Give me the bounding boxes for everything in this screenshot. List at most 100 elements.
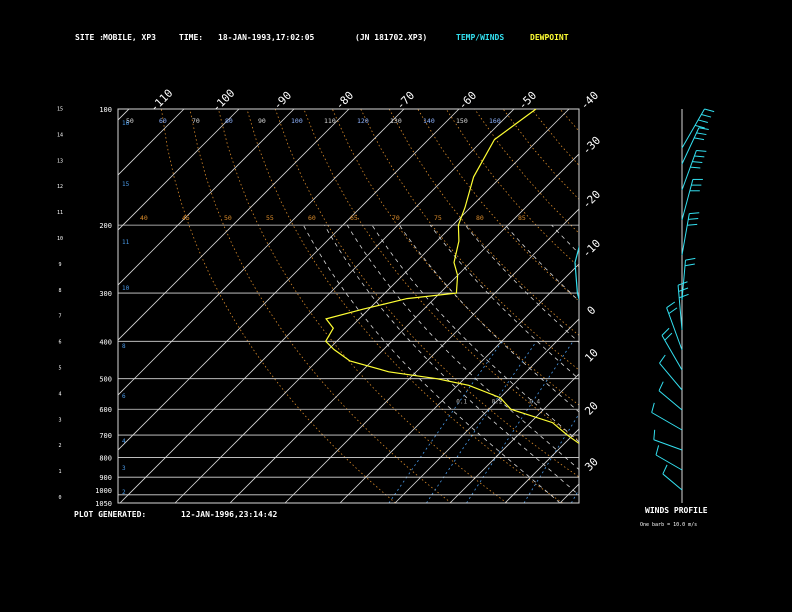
dry-adiabat-label-top: 60 [159, 117, 167, 125]
dry-adiabat-line [559, 109, 579, 132]
height-km-tick-label: 7 [58, 314, 61, 320]
height-km-tick-label: 15 [57, 107, 63, 113]
wind-barb-staff [651, 412, 683, 431]
time-value: 18-JAN-1993,17:02:05 [218, 33, 315, 42]
dry-adiabat-line [445, 109, 579, 268]
dry-adiabat-label-top: 160 [489, 117, 501, 125]
isotherm-label-top: -40 [578, 89, 601, 112]
dry-adiabat-line [189, 109, 452, 503]
wind-barb-flag [698, 119, 708, 124]
height-label-left: 15 [122, 181, 130, 188]
height-km-tick-label: 13 [57, 158, 63, 164]
dry-adiabat-line [502, 109, 579, 201]
dry-adiabat-line [331, 109, 579, 406]
dry-adiabat-label-top: 100 [291, 117, 303, 125]
legend-temp-winds: TEMP/WINDS [456, 33, 505, 42]
moist-adiabat-line [371, 224, 579, 443]
time-label: TIME: [179, 33, 204, 42]
wind-barb-staff [659, 362, 683, 391]
dry-adiabat-line [218, 109, 508, 503]
mixing-ratio-label: 0.1 [456, 399, 467, 406]
pressure-tick-label: 900 [99, 474, 112, 482]
mixing-ratio-lines [388, 341, 729, 503]
barb-note: One barb = 10.0 m/s [640, 522, 698, 528]
file-name: (JN 181702.XP3) [355, 33, 428, 42]
dewpoint-curve [324, 109, 579, 445]
dry-adiabat-label-mid: 70 [392, 214, 400, 222]
isotherm-line [174, 109, 570, 503]
isotherm-line [284, 208, 579, 503]
isotherm-line [559, 483, 579, 503]
moist-adiabat-line [464, 224, 579, 343]
pressure-tick-label: 300 [99, 290, 112, 298]
wind-barb-flag [684, 263, 695, 267]
dry-adiabat-line [645, 109, 792, 503]
dry-adiabat-line [161, 109, 396, 503]
wind-barb-staff [658, 390, 683, 411]
sounding-curves [324, 109, 579, 445]
pressure-tick-label: 100 [99, 106, 112, 114]
mixing-ratio-line [426, 341, 537, 503]
wind-barb-staff [661, 335, 683, 371]
dry-adiabat-label-mid: 60 [308, 214, 316, 222]
dry-adiabat-line [360, 109, 579, 371]
wind-barb-staff [653, 439, 683, 451]
mixing-ratio-line [523, 413, 579, 503]
isotherm-line [339, 263, 579, 503]
isotherm-line [229, 153, 579, 503]
wind-barb-staff [681, 150, 697, 191]
wind-barb-flag [662, 464, 668, 475]
pressure-tick-label: 1050 [95, 500, 112, 508]
wind-barb-flag [696, 132, 707, 136]
pressure-tick-label: 200 [99, 222, 112, 230]
pressure-tick-label: 1000 [95, 487, 112, 495]
wind-barb-flag [696, 150, 707, 152]
isotherm-label-top: -100 [210, 87, 238, 115]
mixing-ratio-line [570, 488, 579, 503]
wind-barb-flag [679, 293, 689, 299]
dry-adiabat-label-top: 80 [225, 117, 233, 125]
dry-adiabat-line [274, 109, 579, 478]
wind-barb-flag [688, 218, 699, 220]
isotherms [118, 109, 792, 503]
dry-adiabat-label-mid: 85 [518, 214, 526, 222]
winds-profile [651, 108, 715, 503]
legend-dewpoint: DEWPOINT [530, 33, 569, 42]
wind-barb-flag [687, 223, 698, 226]
dry-adiabat-label-mid: 50 [224, 214, 232, 222]
height-km-tick-label: 6 [58, 340, 61, 346]
dry-adiabat-line [731, 109, 792, 503]
pressure-tick-label: 600 [99, 406, 112, 414]
height-km-tick-label: 2 [58, 443, 61, 449]
dry-adiabat-label-top: 90 [258, 117, 266, 125]
height-label-left: 8 [122, 343, 126, 350]
height-km-tick-label: 11 [57, 210, 63, 216]
isotherm-line [504, 428, 579, 503]
height-km-tick-label: 12 [57, 184, 63, 190]
dry-adiabat-line [417, 109, 579, 302]
mixing-ratio-line [639, 341, 729, 503]
isotherm-line [118, 109, 185, 176]
mixing-ratio-line [466, 341, 574, 503]
moist-adiabat-line [605, 225, 792, 503]
winds-profile-label: WINDS PROFILE [645, 506, 708, 515]
dry-adiabat-label-mid: 65 [350, 214, 358, 222]
plot-generated-value: 12-JAN-1996,23:14:42 [181, 510, 278, 519]
dry-adiabat-label-mid: 40 [140, 214, 148, 222]
wind-barb-flag [666, 301, 676, 309]
isotherm-label-right: 0 [585, 304, 599, 318]
dry-adiabat-label-mid: 80 [476, 214, 484, 222]
pressure-tick-label: 800 [99, 454, 112, 462]
wind-barb-flag [677, 281, 688, 286]
height-label-left: 3 [122, 465, 126, 472]
wind-barb-flag [651, 402, 655, 413]
wind-barb-staff [681, 260, 686, 301]
wind-barb-flag [664, 332, 673, 341]
isotherm-line [670, 109, 792, 503]
pressure-tick-label: 400 [99, 338, 112, 346]
site-label: SITE : [75, 33, 104, 42]
moist-adiabat-line [504, 224, 579, 302]
height-label-left: 6 [122, 393, 126, 400]
isotherm-line [118, 109, 295, 286]
